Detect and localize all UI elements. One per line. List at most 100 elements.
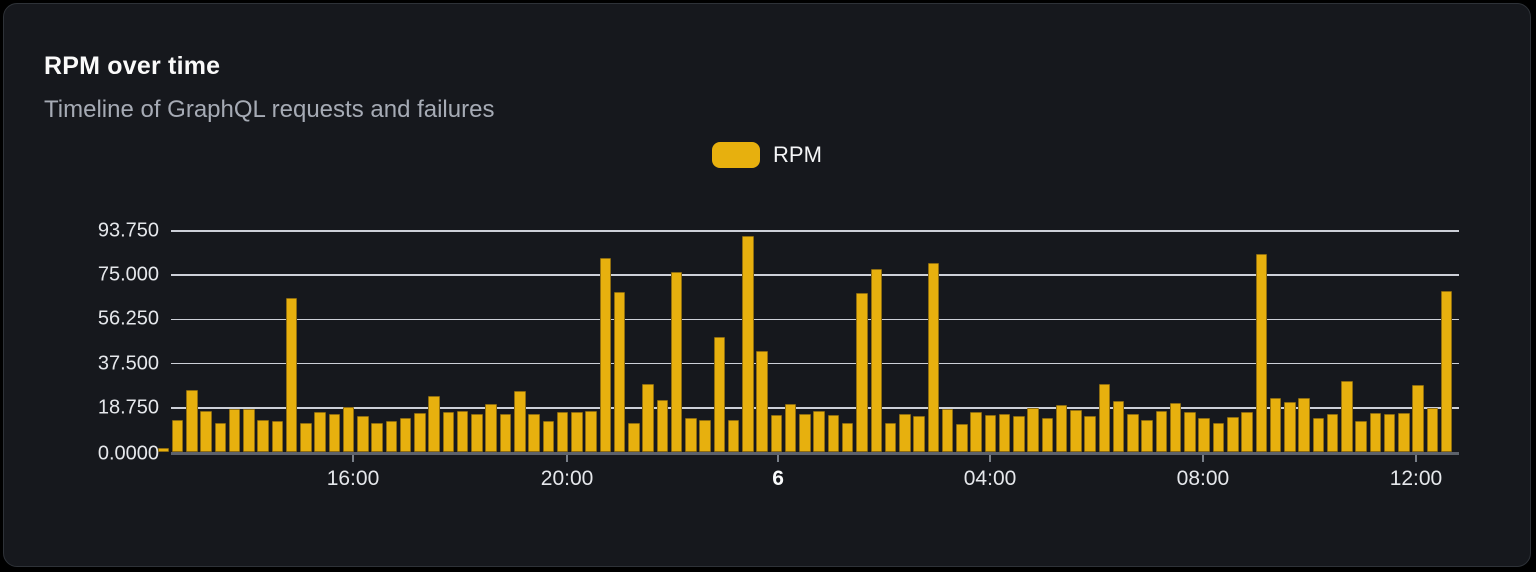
y-axis-tick-label: 37.500 bbox=[97, 352, 159, 375]
rpm-bar[interactable] bbox=[1369, 412, 1382, 452]
rpm-bar[interactable] bbox=[485, 403, 497, 452]
rpm-bar[interactable] bbox=[1426, 408, 1439, 452]
rpm-bar[interactable] bbox=[257, 419, 269, 452]
rpm-bar[interactable] bbox=[656, 400, 669, 452]
rpm-bar[interactable] bbox=[1269, 397, 1282, 452]
rpm-bar[interactable] bbox=[371, 422, 383, 452]
rpm-bar[interactable] bbox=[913, 415, 925, 452]
rpm-bar[interactable] bbox=[699, 420, 711, 452]
rpm-bar[interactable] bbox=[442, 411, 455, 452]
rpm-bar[interactable] bbox=[1227, 417, 1239, 452]
rpm-bar[interactable] bbox=[1013, 415, 1025, 452]
rpm-bar[interactable] bbox=[1098, 384, 1111, 452]
rpm-bar[interactable] bbox=[499, 414, 512, 452]
rpm-bar[interactable] bbox=[585, 410, 597, 452]
rpm-bar[interactable] bbox=[984, 415, 997, 452]
rpm-bar[interactable] bbox=[200, 410, 212, 452]
rpm-bar[interactable] bbox=[1312, 417, 1325, 452]
rpm-bar[interactable] bbox=[1027, 407, 1039, 452]
y-axis-tick-label: 0.0000 bbox=[97, 442, 159, 464]
rpm-bar[interactable] bbox=[1055, 405, 1068, 452]
rpm-bar[interactable] bbox=[870, 269, 882, 452]
rpm-bar[interactable] bbox=[956, 423, 968, 452]
legend-swatch-icon[interactable] bbox=[712, 142, 761, 168]
rpm-bar[interactable] bbox=[1355, 420, 1367, 452]
rpm-bar[interactable] bbox=[428, 395, 440, 452]
rpm-bar[interactable] bbox=[171, 420, 184, 452]
rpm-bar[interactable] bbox=[243, 409, 255, 452]
rpm-bar[interactable] bbox=[399, 417, 412, 452]
rpm-bar[interactable] bbox=[1155, 410, 1168, 452]
rpm-bar[interactable] bbox=[941, 409, 954, 452]
x-axis-line bbox=[171, 452, 1459, 455]
rpm-bar[interactable] bbox=[528, 413, 540, 452]
rpm-bar[interactable] bbox=[927, 262, 940, 452]
rpm-bar[interactable] bbox=[1184, 411, 1196, 452]
rpm-bar[interactable] bbox=[756, 350, 768, 452]
rpm-bar[interactable] bbox=[1169, 402, 1182, 452]
rpm-bar[interactable] bbox=[998, 413, 1011, 452]
rpm-bar[interactable] bbox=[1041, 417, 1054, 452]
rpm-bar[interactable] bbox=[899, 413, 911, 452]
rpm-bar[interactable] bbox=[970, 411, 982, 452]
y-axis-tick-label: 18.750 bbox=[97, 396, 159, 419]
rpm-bar[interactable] bbox=[1255, 254, 1268, 452]
rpm-bar[interactable] bbox=[1298, 398, 1310, 452]
rpm-bar[interactable] bbox=[599, 258, 612, 452]
rpm-bar[interactable] bbox=[1212, 423, 1225, 452]
rpm-bar[interactable] bbox=[1284, 402, 1296, 452]
rpm-bar[interactable] bbox=[285, 297, 298, 452]
rpm-bar[interactable] bbox=[414, 412, 426, 452]
y-axis-tick-label: 93.750 bbox=[97, 219, 159, 242]
rpm-bar[interactable] bbox=[471, 413, 483, 452]
x-axis-tick bbox=[777, 455, 780, 462]
rpm-bar[interactable] bbox=[357, 415, 369, 452]
rpm-bar[interactable] bbox=[556, 411, 569, 452]
rpm-bar[interactable] bbox=[613, 291, 626, 452]
rpm-bar[interactable] bbox=[827, 415, 840, 452]
rpm-bar[interactable] bbox=[328, 413, 341, 452]
rpm-bar[interactable] bbox=[884, 423, 897, 452]
rpm-bar[interactable] bbox=[841, 422, 854, 452]
rpm-bar[interactable] bbox=[571, 411, 583, 452]
rpm-bar[interactable] bbox=[157, 448, 169, 452]
rpm-bar[interactable] bbox=[1112, 401, 1125, 452]
rpm-bar[interactable] bbox=[1383, 413, 1396, 452]
rpm-bar[interactable] bbox=[542, 420, 555, 452]
rpm-bar[interactable] bbox=[713, 336, 726, 452]
rpm-bar[interactable] bbox=[685, 418, 697, 452]
rpm-bar[interactable] bbox=[799, 413, 811, 452]
rpm-bar[interactable] bbox=[1084, 415, 1096, 452]
rpm-bar[interactable] bbox=[1341, 381, 1353, 452]
rpm-bar[interactable] bbox=[1241, 411, 1253, 452]
rpm-bar[interactable] bbox=[314, 411, 326, 452]
rpm-bar[interactable] bbox=[228, 408, 241, 452]
rpm-bar[interactable] bbox=[300, 423, 312, 452]
rpm-bar[interactable] bbox=[813, 410, 825, 452]
rpm-bar[interactable] bbox=[271, 420, 284, 452]
rpm-bar[interactable] bbox=[727, 419, 740, 452]
rpm-bar[interactable] bbox=[456, 410, 469, 452]
rpm-bar[interactable] bbox=[1070, 410, 1082, 452]
rpm-bar[interactable] bbox=[514, 390, 526, 452]
rpm-bar[interactable] bbox=[856, 292, 868, 452]
rpm-bar[interactable] bbox=[1198, 418, 1210, 452]
rpm-bar[interactable] bbox=[186, 390, 198, 452]
rpm-bar[interactable] bbox=[1326, 413, 1339, 452]
legend-label[interactable]: RPM bbox=[773, 142, 822, 167]
rpm-bar[interactable] bbox=[742, 236, 754, 452]
rpm-bar[interactable] bbox=[342, 406, 355, 452]
rpm-bar[interactable] bbox=[1398, 413, 1410, 452]
rpm-bar[interactable] bbox=[214, 423, 227, 452]
rpm-bar[interactable] bbox=[1440, 290, 1453, 452]
chart-card: RPM over time Timeline of GraphQL reques… bbox=[3, 3, 1531, 567]
rpm-bar[interactable] bbox=[1412, 385, 1424, 452]
rpm-bar[interactable] bbox=[1141, 419, 1153, 452]
rpm-bar[interactable] bbox=[770, 415, 783, 452]
rpm-bar[interactable] bbox=[642, 383, 654, 452]
rpm-bar[interactable] bbox=[784, 403, 797, 452]
rpm-bar[interactable] bbox=[385, 420, 398, 452]
rpm-bar[interactable] bbox=[670, 271, 683, 452]
rpm-bar[interactable] bbox=[1127, 413, 1139, 452]
rpm-bar[interactable] bbox=[628, 422, 640, 452]
